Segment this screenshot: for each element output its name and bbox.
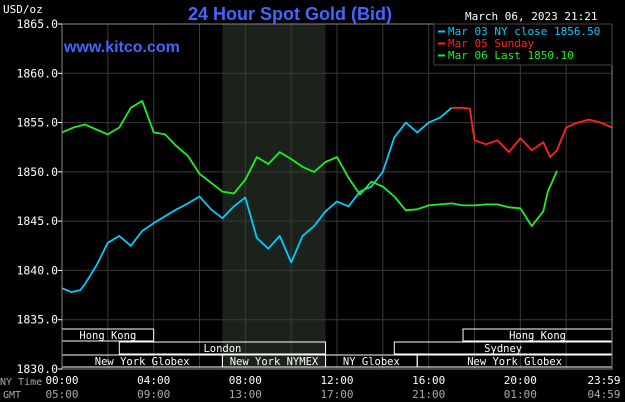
session-label: London — [203, 343, 241, 355]
y-tick-label: 1865.0 — [16, 17, 58, 31]
nymex-session-shade — [222, 24, 326, 369]
session-label: New York Globex — [95, 356, 190, 368]
session-label: NY Globex — [343, 356, 400, 368]
x-tick-label-ny: 23:59 — [587, 374, 620, 387]
legend-entry: Mar 06 Last 1850.10 — [448, 49, 574, 62]
x-row-label-ny: NY Time — [0, 377, 42, 388]
plot-frame — [61, 23, 613, 370]
x-row-label-gmt: GMT — [3, 390, 21, 401]
grid-lines — [61, 23, 613, 370]
x-tick-label-ny: 20:00 — [504, 374, 537, 387]
x-tick-label-gmt: 21:00 — [412, 388, 445, 401]
x-tick-label-gmt: 01:00 — [504, 388, 537, 401]
x-tick-label-ny: 12:00 — [320, 374, 353, 387]
y-tick-label: 1855.0 — [16, 116, 58, 130]
legend-entry: Mar 05 Sunday — [448, 37, 534, 50]
legend-entry: Mar 03 NY close 1856.50 — [448, 25, 600, 38]
x-tick-label-ny: 04:00 — [137, 374, 170, 387]
series-line-1 — [451, 106, 613, 159]
y-tick-label: 1830.0 — [16, 362, 58, 376]
series-line-2 — [61, 100, 558, 228]
y-tick-label: 1850.0 — [16, 165, 58, 179]
session-box — [118, 341, 327, 355]
watermark: www.kitco.com — [63, 39, 180, 56]
axes: 1865.0 1860.0 1855.0 1850.0 1845.0 1840.0 1835… — [0, 17, 621, 401]
shaded-band — [222, 24, 326, 369]
x-tick-label-ny: 16:00 — [412, 374, 445, 387]
y-tick-label: 1860.0 — [16, 66, 58, 80]
y-tick-label: 1835.0 — [16, 313, 58, 327]
chart-timestamp: March 06, 2023 21:21 — [465, 10, 597, 23]
y-axis-unit-label: USD/oz — [3, 3, 43, 16]
session-label: Hong Kong — [79, 330, 136, 342]
x-tick-label-gmt: 13:00 — [229, 388, 262, 401]
y-tick-label: 1845.0 — [16, 214, 58, 228]
session-label: Hong Kong — [509, 330, 566, 342]
series-line-0 — [61, 107, 453, 294]
session-label: New York NYMEX — [230, 356, 319, 368]
x-tick-label-ny: 08:00 — [229, 374, 262, 387]
x-tick-label-gmt: 05:00 — [45, 388, 78, 401]
session-label: Sydney — [484, 343, 522, 355]
y-tick-label: 1840.0 — [16, 263, 58, 277]
x-tick-label-gmt: 09:00 — [137, 388, 170, 401]
x-tick-label-gmt: 17:00 — [320, 388, 353, 401]
x-tick-label-gmt: 04:59 — [587, 388, 620, 401]
x-tick-label-ny: 00:00 — [45, 374, 78, 387]
chart-title: 24 Hour Spot Gold (Bid) — [188, 4, 392, 24]
legend-box — [433, 23, 613, 66]
series-lines — [61, 100, 613, 294]
session-label: New York Globex — [467, 356, 562, 368]
